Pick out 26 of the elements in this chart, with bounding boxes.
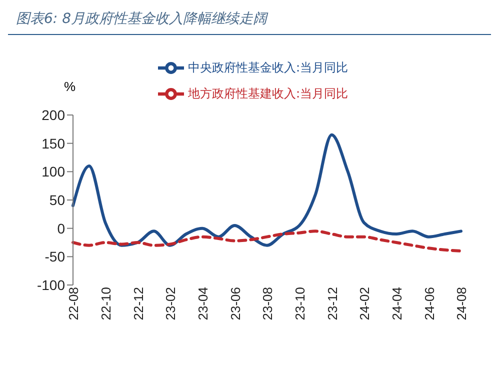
x-tick-label: 22-12 [130,287,146,320]
legend-label: 中央政府性基金收入:当月同比 [188,60,348,74]
y-tick-label: 100 [42,164,66,180]
x-tick-label: 24-06 [422,287,437,320]
line-series [72,230,462,252]
y-tick-label: 200 [42,106,66,123]
legend-label: 地方政府性基建收入:当月同比 [188,86,348,100]
x-tick-label: 23-08 [260,287,276,320]
y-tick-label: 150 [42,135,66,152]
x-tick-label: 23-04 [196,287,211,320]
x-tick-label: 24-08 [454,287,470,320]
line-series [72,133,462,247]
y-tick-label: 50 [49,192,66,208]
x-tick-label: 22-08 [66,287,82,320]
x-tick-label: 23-10 [292,287,308,320]
x-tick-label: 23-02 [163,287,178,320]
y-tick-label: -100 [36,276,66,293]
y-tick-label: 0 [57,220,66,236]
y-tick-label: -50 [44,248,66,265]
x-tick-label: 24-04 [390,287,405,320]
chart-title: 图表6: 8月政府性基金收入降幅继续走阔 [8,8,491,35]
y-axis-title: % [64,79,76,94]
x-tick-label: 23-06 [228,287,243,320]
x-tick-label: 22-10 [98,287,114,320]
x-tick-label: 23-12 [324,287,340,320]
x-tick-label: 24-02 [357,287,372,320]
